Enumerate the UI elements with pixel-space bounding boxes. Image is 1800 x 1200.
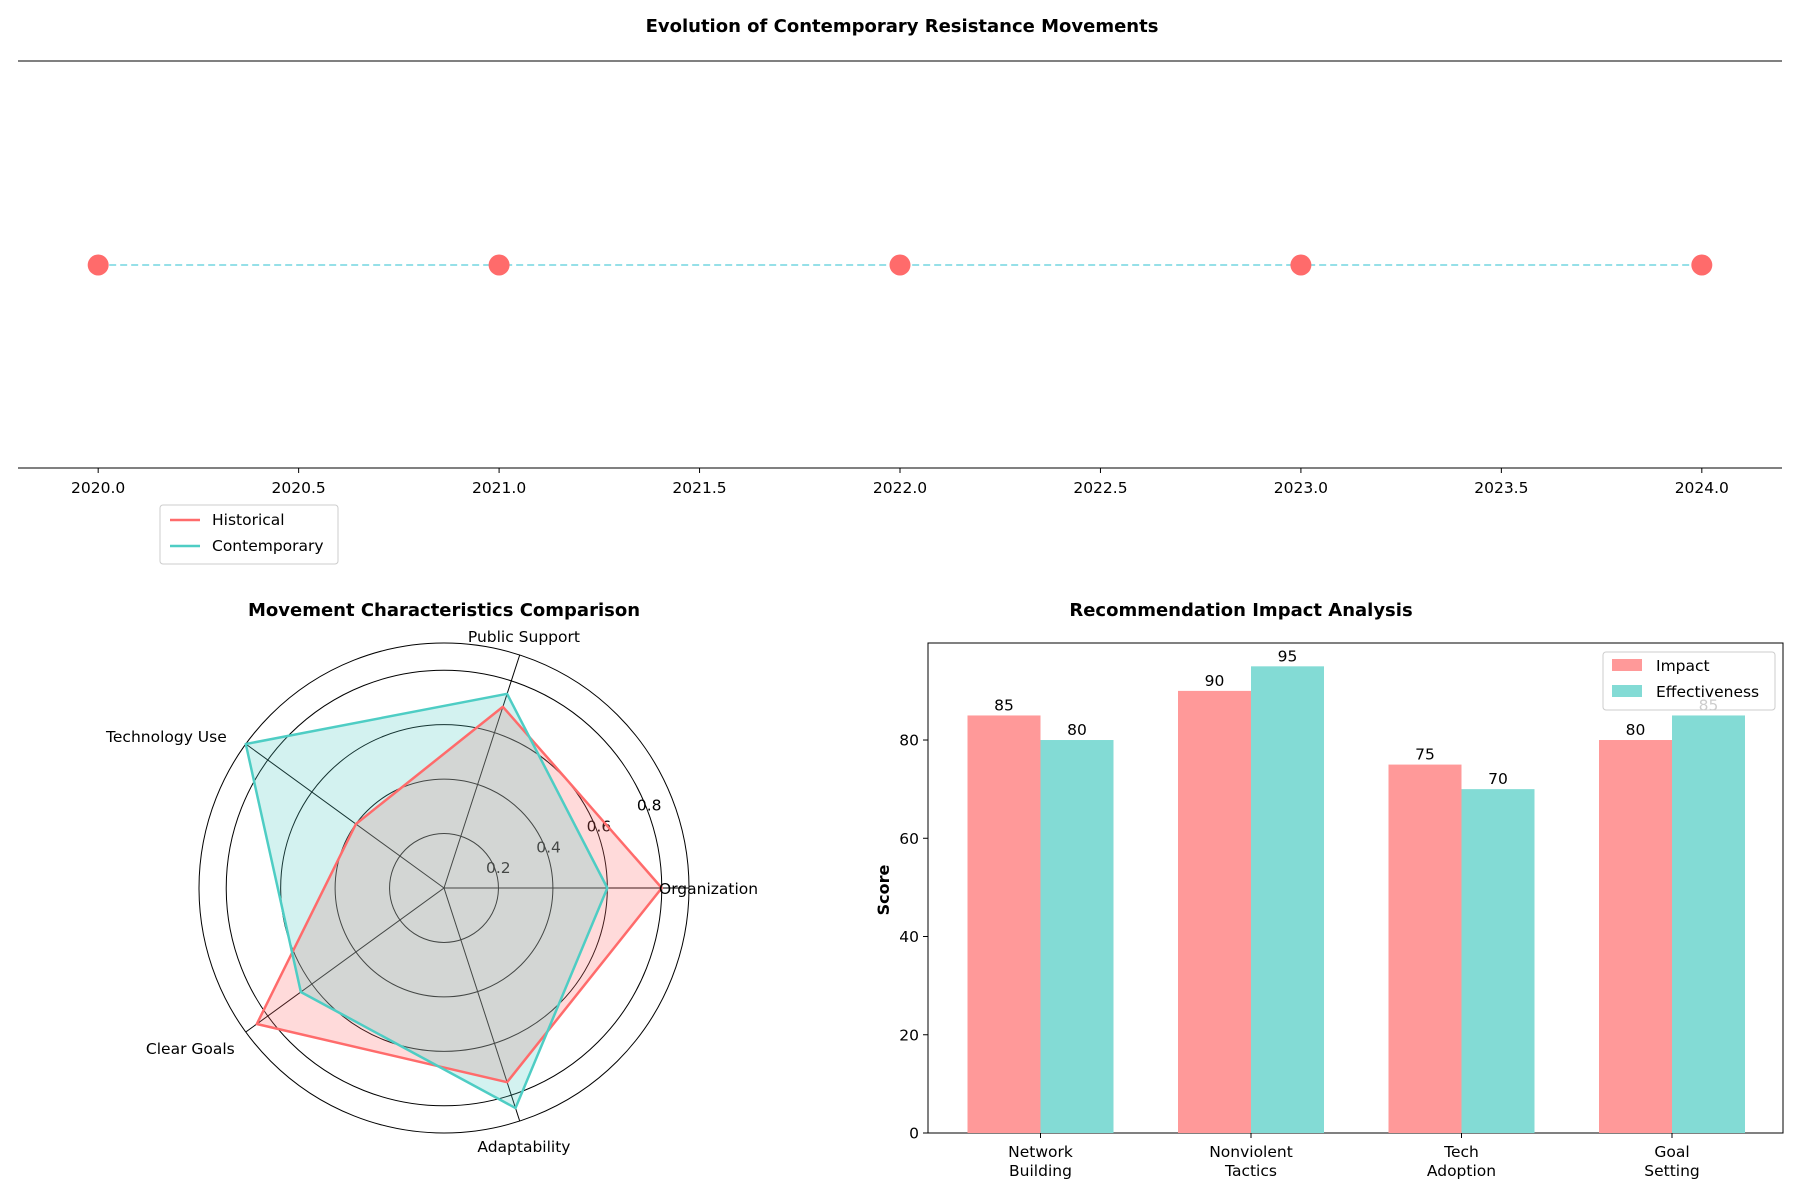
bar-impact (1388, 764, 1462, 1133)
bar-legend-label: Effectiveness (1656, 683, 1759, 701)
bar-xtick-label: Goal (1654, 1143, 1689, 1161)
bar-xtick-label: Building (1009, 1162, 1072, 1180)
bar-legend-label: Impact (1656, 657, 1710, 675)
bar-impact (1178, 690, 1251, 1133)
bar-panel: Recommendation Impact Analysis 0 20 40 60 80… (874, 600, 1784, 1180)
radar-series (244, 692, 664, 1110)
bar-value-label: 80 (1626, 721, 1646, 739)
radar-axis-label: Organization (659, 880, 758, 898)
timeline-title: Evolution of Contemporary Resistance Mov… (646, 16, 1159, 37)
radar-labels: Organization Public Support Technology Use… (105, 628, 758, 1156)
bar-legend: Impact Effectiveness (1602, 651, 1776, 711)
bar-value-label: 85 (994, 696, 1014, 714)
bar-legend-swatch (1612, 659, 1642, 671)
bar-xtick-label: Tech (1443, 1143, 1479, 1161)
bar-value-label: 90 (1205, 672, 1225, 690)
legend-label: Contemporary (212, 537, 324, 555)
bar-xtick-label: Nonviolent (1209, 1143, 1293, 1161)
radar-line-contemporary (244, 692, 609, 1110)
bar-legend-frame (1602, 651, 1776, 711)
bar-value-label: 95 (1278, 647, 1298, 665)
bar-legend-swatch (1612, 685, 1642, 697)
timeline-panel: Evolution of Contemporary Resistance Mov… (18, 16, 1782, 565)
radar-spoke (245, 887, 445, 1033)
radar-grid: 0.20.40.60.8 (198, 642, 690, 1134)
legend-frame (159, 504, 339, 565)
bar-xtick-label: Adoption (1427, 1162, 1496, 1180)
bar-marks: 8580909575708085 (967, 647, 1745, 1133)
legend-label: Historical (212, 511, 285, 529)
timeline-tick-label: 2023.0 (1274, 479, 1328, 497)
bar-ylabel: Score (874, 864, 893, 915)
bar-effectiveness (1672, 715, 1745, 1133)
bar-impact (967, 715, 1041, 1133)
radar-rtick-label: 0.8 (637, 797, 662, 815)
bar-xtick-label: Network (1008, 1143, 1073, 1161)
timeline-tick-label: 2024.0 (1675, 479, 1729, 497)
radar-panel: Movement Characteristics Comparison 0.2 0… (105, 600, 758, 1156)
radar-axis-label: Technology Use (105, 728, 227, 746)
bar-ytick-label: 20 (899, 1026, 919, 1044)
bar-effectiveness (1251, 666, 1324, 1133)
bar-effectiveness (1461, 789, 1535, 1133)
radar-area-historical (256, 706, 662, 1083)
bar-xtick-label: Setting (1644, 1162, 1700, 1180)
radar-rtick-label: 0.4 (536, 838, 561, 856)
timeline-point (889, 254, 911, 276)
timeline-tick-label: 2022.5 (1073, 479, 1127, 497)
timeline-tick-label: 2022.0 (873, 479, 927, 497)
bar-value-label: 80 (1067, 721, 1087, 739)
radar-area-contemporary (245, 693, 608, 1109)
timeline-point (1290, 254, 1312, 276)
bar-impact (1599, 740, 1672, 1133)
bar-xtick-label: Tactics (1224, 1162, 1277, 1180)
bar-value-label: 70 (1488, 770, 1508, 788)
bar-value-label: 75 (1415, 746, 1435, 764)
bar-title: Recommendation Impact Analysis (1069, 600, 1412, 621)
bar-ytick-label: 60 (899, 830, 919, 848)
timeline-tick-label: 2020.5 (272, 479, 326, 497)
bar-ytick-label: 0 (909, 1125, 919, 1143)
timeline-tick-label: 2021.0 (472, 479, 526, 497)
radar-title: Movement Characteristics Comparison (248, 600, 640, 621)
timeline-legend: Historical Contemporary (159, 504, 339, 565)
radar-rtick-label: 0.2 (486, 859, 511, 877)
bar-ytick-label: 40 (899, 928, 919, 946)
radar-axis-label: Adaptability (477, 1138, 570, 1156)
bar-axes-frame (927, 642, 1784, 1134)
timeline-tick-label: 2023.5 (1474, 479, 1528, 497)
timeline-tick-label: 2021.5 (672, 479, 726, 497)
timeline-point (488, 254, 510, 276)
radar-axis-label: Clear Goals (146, 1040, 235, 1058)
radar-spoke (245, 743, 445, 889)
bar-ytick-label: 80 (899, 732, 919, 750)
timeline-ticks: 2020.0 2020.5 2021.0 2021.5 2022.0 2022.5 2023… (71, 468, 1729, 497)
radar-axis-label: Public Support (468, 628, 580, 646)
timeline-tick-label: 2020.0 (71, 479, 125, 497)
bar-effectiveness (1040, 740, 1114, 1133)
timeline-point (1691, 254, 1713, 276)
timeline-point (87, 254, 109, 276)
timeline-series (87, 254, 1713, 276)
